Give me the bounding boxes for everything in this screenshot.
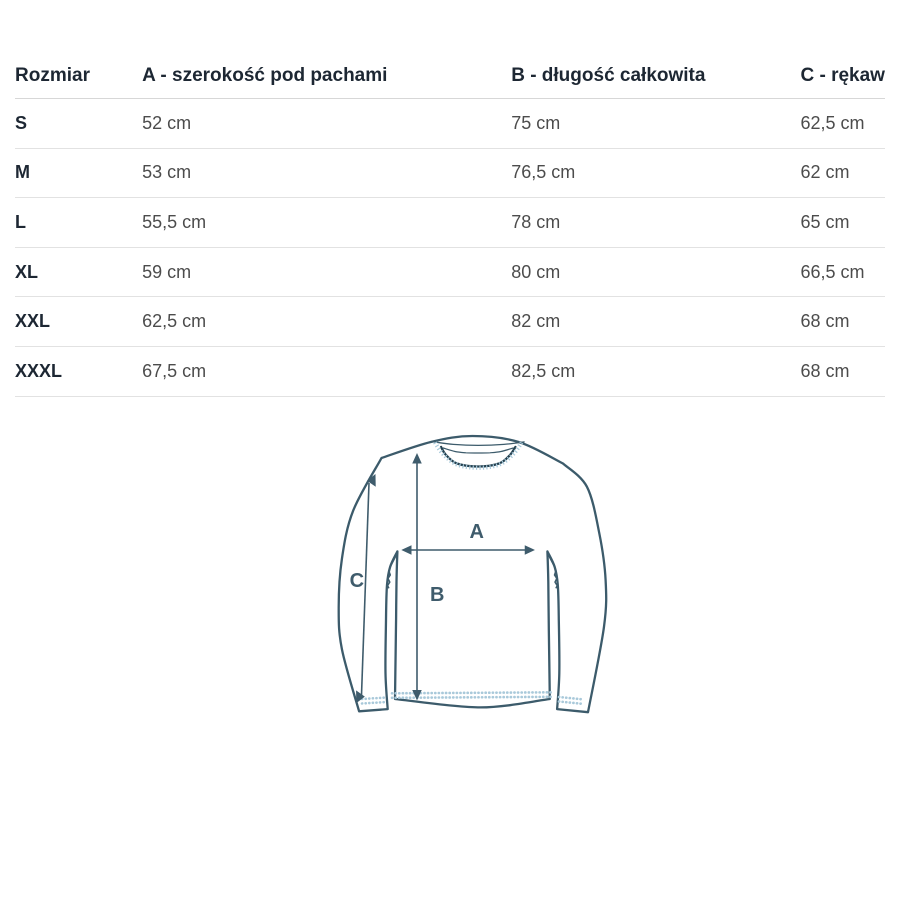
svg-text:C: C [350,570,364,592]
svg-text:B: B [430,584,444,606]
svg-text:A: A [469,521,483,543]
